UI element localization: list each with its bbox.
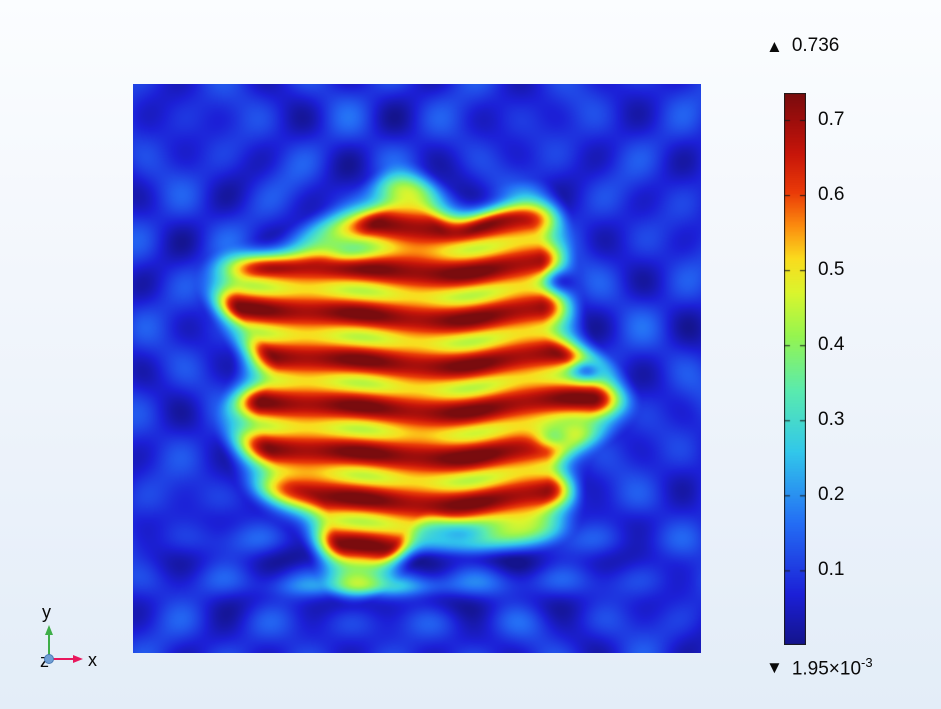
colorbar-tick-label: 0.3 xyxy=(818,409,845,431)
x-axis-arrowhead-icon xyxy=(73,655,83,663)
colorbar-tick-label: 0.5 xyxy=(818,259,845,281)
min-triangle-icon: ▼ xyxy=(766,658,783,678)
y-axis-label: y xyxy=(42,602,51,622)
colorbar-max-marker: ▲ 0.736 xyxy=(766,35,839,57)
y-axis-arrowhead-icon xyxy=(45,625,53,635)
colorbar-tick-label: 0.7 xyxy=(818,109,845,131)
colorbar-min-marker: ▼ 1.95×10-3 xyxy=(766,655,873,680)
min-value-exponent: -3 xyxy=(861,655,873,670)
colorbar xyxy=(784,93,806,645)
axis-triad: z y x xyxy=(40,602,97,671)
colorbar-tick-label: 0.4 xyxy=(818,334,845,356)
z-axis-dot-icon xyxy=(44,654,54,664)
colorbar-tick-label: 0.6 xyxy=(818,184,845,206)
surface-plot-canvas[interactable] xyxy=(133,84,701,653)
x-axis-label: x xyxy=(88,650,97,670)
min-value-label: 1.95×10-3 xyxy=(792,655,873,680)
min-value-mantissa: 1.95×10 xyxy=(791,658,862,680)
max-triangle-icon: ▲ xyxy=(766,36,783,56)
colorbar-tick-label: 0.1 xyxy=(818,559,845,581)
max-value-label: 0.736 xyxy=(791,35,840,56)
colorbar-tick-label: 0.2 xyxy=(818,484,845,506)
